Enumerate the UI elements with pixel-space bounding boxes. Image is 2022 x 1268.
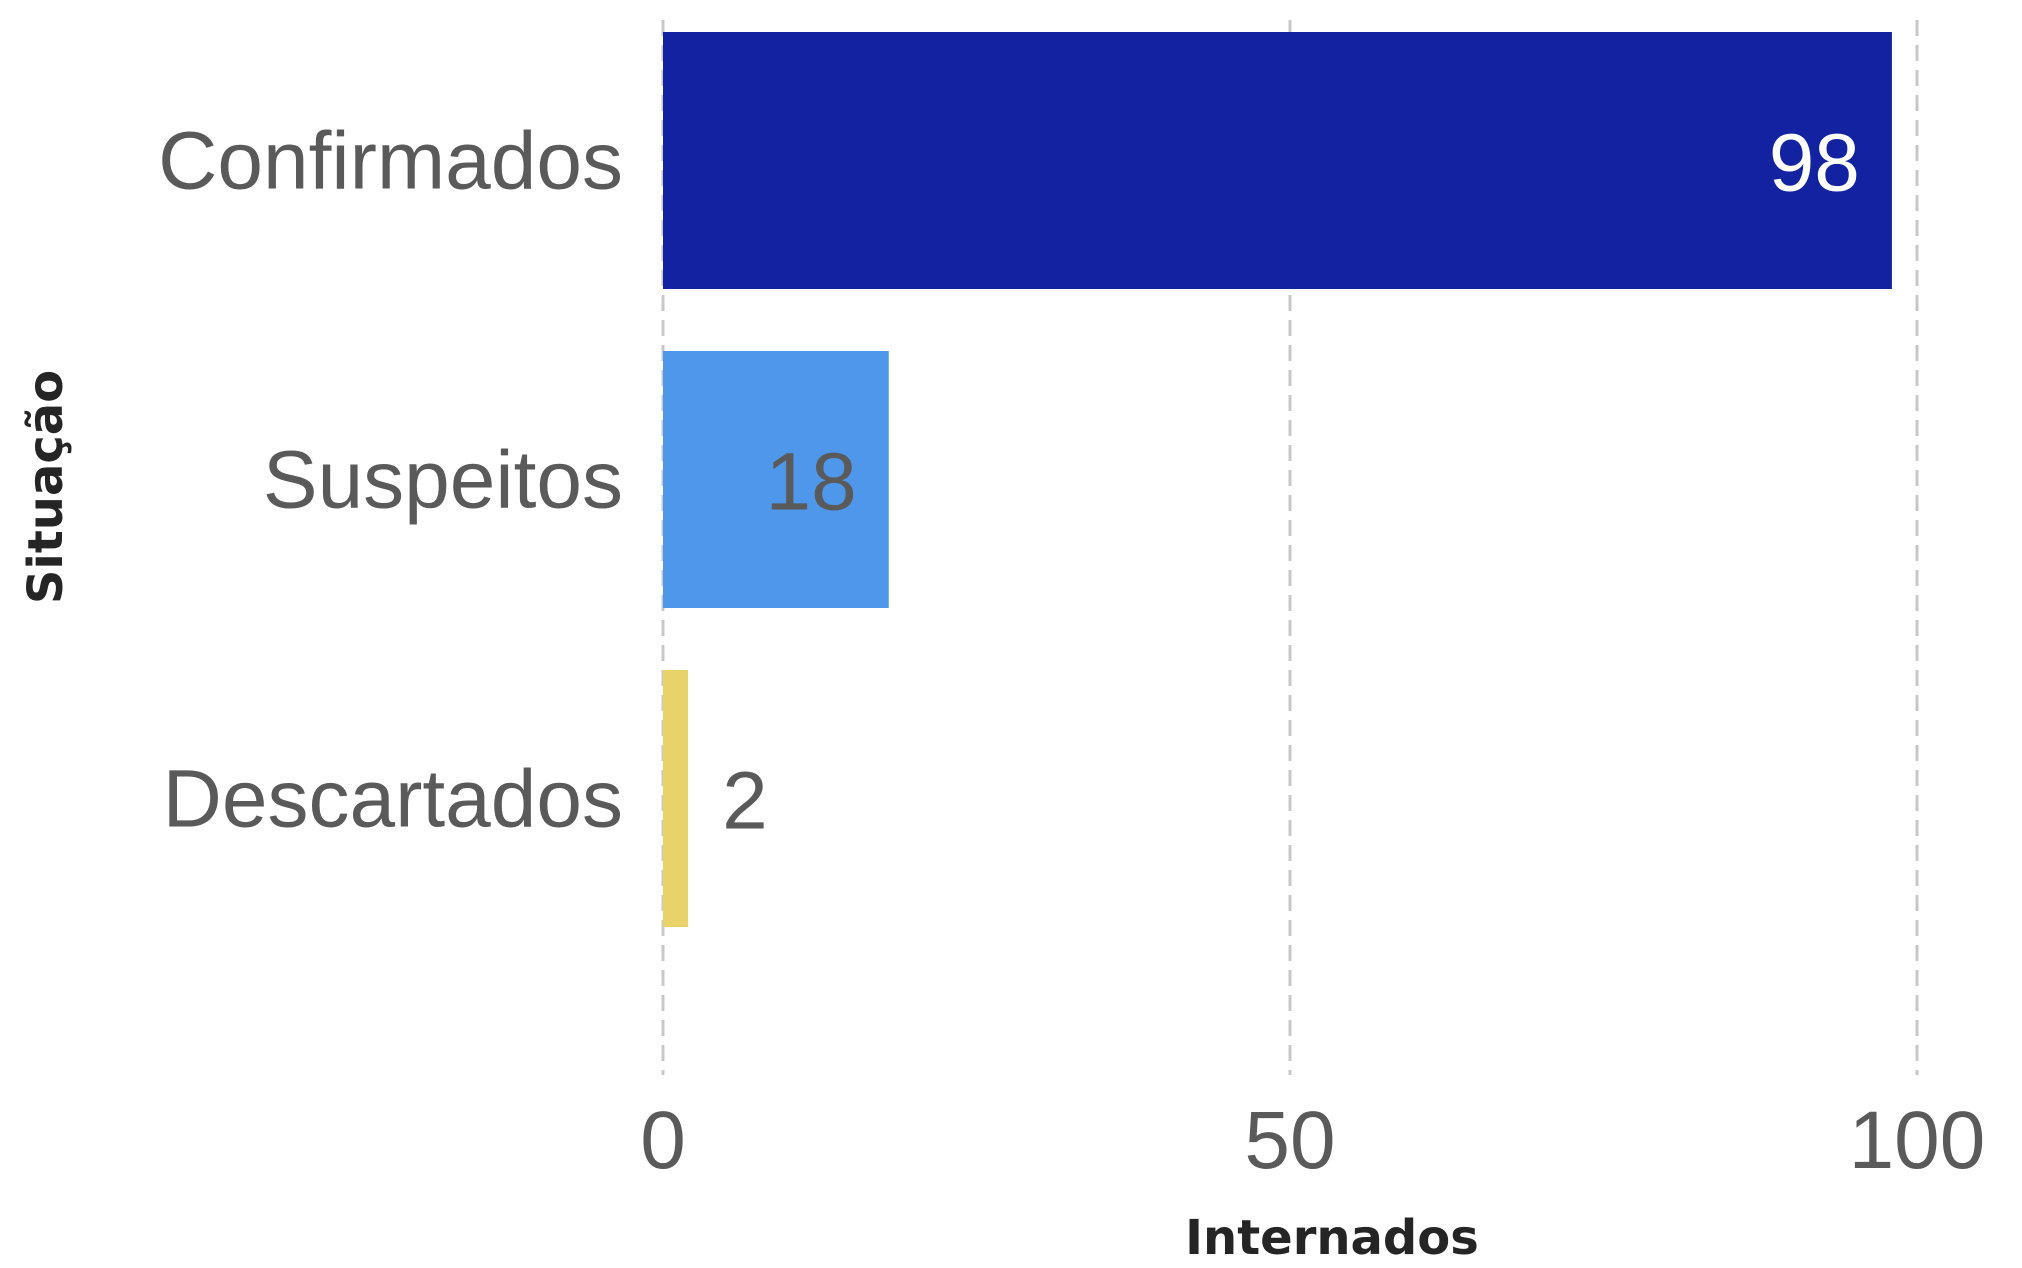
value-label: 2 [722, 756, 768, 847]
y-axis-title: Situação [18, 370, 74, 604]
category-label: Descartados [163, 754, 623, 845]
x-tick-label: 50 [1244, 1095, 1335, 1186]
bar [663, 670, 689, 927]
category-label: Suspeitos [263, 435, 623, 526]
bar [663, 32, 1892, 289]
x-tick-labels: 0 50 100 [640, 1095, 1985, 1186]
bar [663, 351, 889, 608]
x-tick-label: 100 [1849, 1095, 1986, 1186]
value-labels: 98 18 2 [722, 118, 1860, 847]
x-tick-label: 0 [640, 1095, 686, 1186]
category-labels: Confirmados Suspeitos Descartados [158, 116, 623, 845]
bars [663, 32, 1892, 927]
value-label: 18 [766, 437, 857, 528]
category-label: Confirmados [158, 116, 623, 207]
x-axis-title: Internados [1185, 1210, 1479, 1266]
value-label: 98 [1769, 118, 1860, 209]
